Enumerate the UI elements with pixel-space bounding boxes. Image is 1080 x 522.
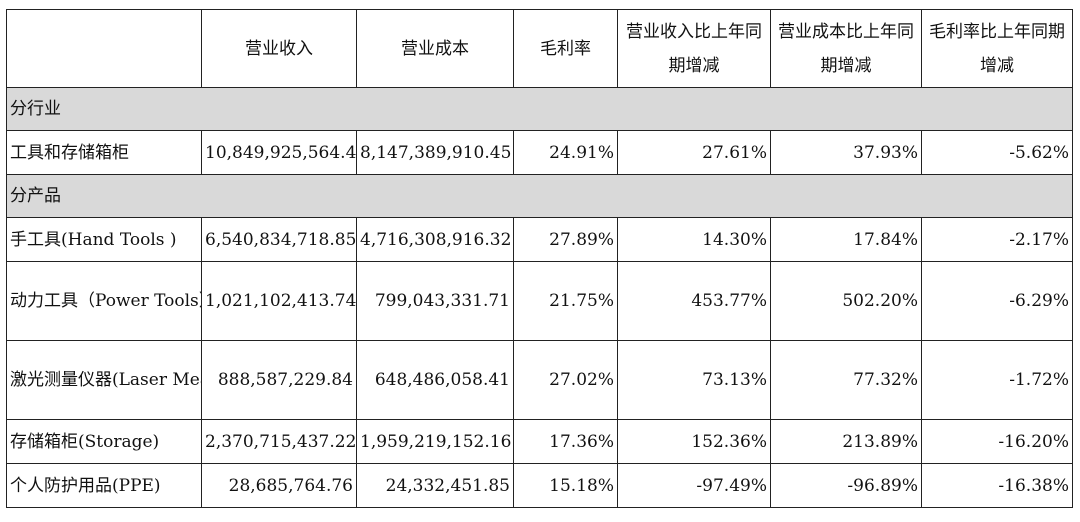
- header-revenue-change: 营业收入比上年同期增减: [617, 9, 771, 88]
- cell-cost-change: 17.84%: [770, 217, 922, 262]
- table-row: 动力工具（Power Tools） 1,021,102,413.74 799,0…: [6, 261, 1073, 341]
- cell-cost-change: 37.93%: [770, 130, 922, 175]
- cell-margin: 15.18%: [513, 463, 618, 508]
- row-name: 手工具(Hand Tools ): [6, 217, 202, 262]
- cell-cost: 799,043,331.71: [356, 261, 514, 341]
- cell-cost-change: 213.89%: [770, 419, 922, 464]
- cell-cost: 4,716,308,916.32: [356, 217, 514, 262]
- cell-revenue: 888,587,229.84: [201, 340, 357, 420]
- header-empty: [6, 9, 202, 88]
- cell-cost: 8,147,389,910.45: [356, 130, 514, 175]
- cell-cost-change: 77.32%: [770, 340, 922, 420]
- row-name: 个人防护用品(PPE): [6, 463, 202, 508]
- table-row: 激光测量仪器(Laser Measurement) 888,587,229.84…: [6, 340, 1073, 420]
- cell-cost: 24,332,451.85: [356, 463, 514, 508]
- cell-margin: 24.91%: [513, 130, 618, 175]
- cell-revenue: 28,685,764.76: [201, 463, 357, 508]
- cell-cost: 648,486,058.41: [356, 340, 514, 420]
- header-cost-change: 营业成本比上年同期增减: [770, 9, 922, 88]
- cell-margin: 27.02%: [513, 340, 618, 420]
- cell-margin-change: -2.17%: [921, 217, 1073, 262]
- cell-revenue-change: 73.13%: [617, 340, 771, 420]
- cell-revenue-change: 453.77%: [617, 261, 771, 341]
- cell-margin: 27.89%: [513, 217, 618, 262]
- row-name: 存储箱柜(Storage): [6, 419, 202, 464]
- row-name: 激光测量仪器(Laser Measurement): [6, 340, 202, 420]
- cell-cost-change: -96.89%: [770, 463, 922, 508]
- section-row-product: 分产品: [6, 174, 1073, 218]
- financial-table: 营业收入 营业成本 毛利率 营业收入比上年同期增减 营业成本比上年同期增减 毛利…: [6, 9, 1073, 508]
- cell-revenue: 10,849,925,564.41: [201, 130, 357, 175]
- table-row: 存储箱柜(Storage) 2,370,715,437.22 1,959,219…: [6, 419, 1073, 464]
- cell-margin-change: -16.38%: [921, 463, 1073, 508]
- header-revenue: 营业收入: [201, 9, 357, 88]
- table-row: 手工具(Hand Tools ) 6,540,834,718.85 4,716,…: [6, 217, 1073, 262]
- section-title: 分行业: [6, 87, 1073, 131]
- cell-revenue: 1,021,102,413.74: [201, 261, 357, 341]
- cell-margin-change: -6.29%: [921, 261, 1073, 341]
- header-gross-margin: 毛利率: [513, 9, 618, 88]
- section-row-industry: 分行业: [6, 87, 1073, 131]
- cell-margin: 17.36%: [513, 419, 618, 464]
- cell-margin-change: -1.72%: [921, 340, 1073, 420]
- table-row: 工具和存储箱柜 10,849,925,564.41 8,147,389,910.…: [6, 130, 1073, 175]
- header-row: 营业收入 营业成本 毛利率 营业收入比上年同期增减 营业成本比上年同期增减 毛利…: [6, 9, 1073, 88]
- section-title: 分产品: [6, 174, 1073, 218]
- header-margin-change: 毛利率比上年同期增减: [921, 9, 1073, 88]
- cell-revenue-change: 27.61%: [617, 130, 771, 175]
- cell-revenue: 6,540,834,718.85: [201, 217, 357, 262]
- row-name: 动力工具（Power Tools）: [6, 261, 202, 341]
- cell-cost-change: 502.20%: [770, 261, 922, 341]
- row-name: 工具和存储箱柜: [6, 130, 202, 175]
- cell-revenue-change: -97.49%: [617, 463, 771, 508]
- cell-cost: 1,959,219,152.16: [356, 419, 514, 464]
- cell-revenue-change: 152.36%: [617, 419, 771, 464]
- cell-margin-change: -5.62%: [921, 130, 1073, 175]
- cell-margin-change: -16.20%: [921, 419, 1073, 464]
- table-row: 个人防护用品(PPE) 28,685,764.76 24,332,451.85 …: [6, 463, 1073, 508]
- cell-margin: 21.75%: [513, 261, 618, 341]
- cell-revenue-change: 14.30%: [617, 217, 771, 262]
- cell-revenue: 2,370,715,437.22: [201, 419, 357, 464]
- header-cost: 营业成本: [356, 9, 514, 88]
